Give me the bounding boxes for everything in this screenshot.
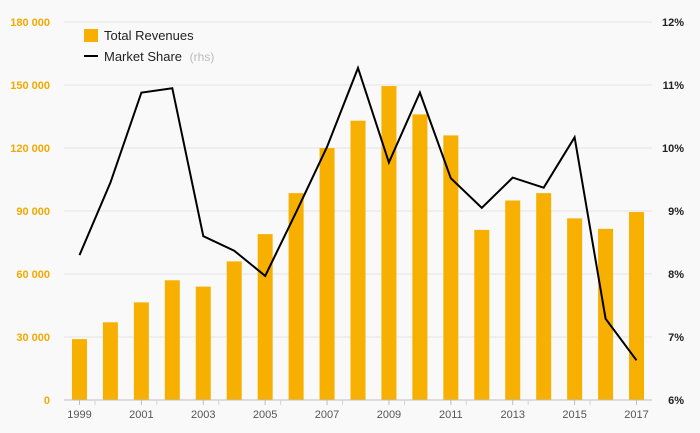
- legend-label-total-revenues: Total Revenues: [104, 28, 194, 43]
- bar: [71, 339, 87, 400]
- legend: Total Revenues Market Share (rhs): [84, 28, 214, 64]
- bar: [102, 322, 118, 400]
- bar: [505, 200, 521, 400]
- y-left-tick-label: 180 000: [10, 17, 50, 29]
- y-left-tick-label: 90 000: [16, 206, 50, 218]
- y-right-tick-label: 8%: [668, 269, 684, 281]
- y-left-tick-label: 0: [44, 395, 50, 407]
- x-tick-label: 1999: [67, 409, 91, 421]
- bar: [381, 86, 397, 401]
- bar: [474, 229, 490, 400]
- y-left-tick-label: 60 000: [16, 269, 50, 281]
- bar: [164, 280, 180, 400]
- x-tick-label: 2001: [129, 409, 153, 421]
- bar: [319, 148, 335, 400]
- y-left-tick-label: 120 000: [10, 143, 50, 155]
- x-tick-label: 2017: [624, 409, 648, 421]
- market-share-line: [78, 65, 638, 361]
- legend-label-market-share-suffix: (rhs): [190, 50, 215, 64]
- bar: [629, 212, 645, 400]
- x-tick-label: 2003: [191, 409, 215, 421]
- bar: [567, 218, 583, 400]
- bar: [195, 286, 211, 400]
- x-tick-label: 2007: [315, 409, 339, 421]
- legend-label-market-share-name: Market Share: [104, 49, 182, 64]
- x-tick-label: 2013: [500, 409, 524, 421]
- legend-label-market-share: Market Share (rhs): [104, 49, 214, 64]
- bar: [288, 193, 304, 400]
- bar: [412, 114, 428, 401]
- y-right-tick-label: 7%: [668, 332, 684, 344]
- bar: [350, 120, 366, 400]
- y-right-tick-label: 11%: [663, 80, 685, 92]
- bar: [443, 135, 459, 400]
- bar: [133, 302, 149, 400]
- y-right-tick-label: 12%: [662, 17, 684, 29]
- y-axis-right: 6% 7% 8% 9% 10% 11% 12%: [662, 17, 684, 407]
- y-left-tick-label: 30 000: [16, 332, 50, 344]
- legend-swatch-total-revenues: [84, 29, 98, 42]
- y-axis-left: 0 30 000 60 000 90 000 120 000 150 000 180 000: [10, 17, 50, 407]
- y-right-tick-label: 6%: [668, 395, 684, 407]
- bar-series-total-revenues: [71, 86, 645, 401]
- bar: [226, 261, 242, 400]
- bar: [257, 234, 273, 400]
- x-axis: 1999 2001 2003 2005 2007 2009 2011 2013 2015 2017: [64, 399, 652, 421]
- x-tick-label: 2009: [377, 409, 401, 421]
- x-tick-label: 2005: [253, 409, 277, 421]
- x-tick-label: 2015: [562, 409, 586, 421]
- y-right-tick-label: 10%: [662, 143, 684, 155]
- line-series-market-share: [78, 65, 638, 361]
- y-right-tick-label: 9%: [668, 206, 684, 218]
- bar: [536, 193, 552, 400]
- y-left-tick-label: 150 000: [10, 80, 50, 92]
- x-tick-label: 2011: [439, 409, 463, 421]
